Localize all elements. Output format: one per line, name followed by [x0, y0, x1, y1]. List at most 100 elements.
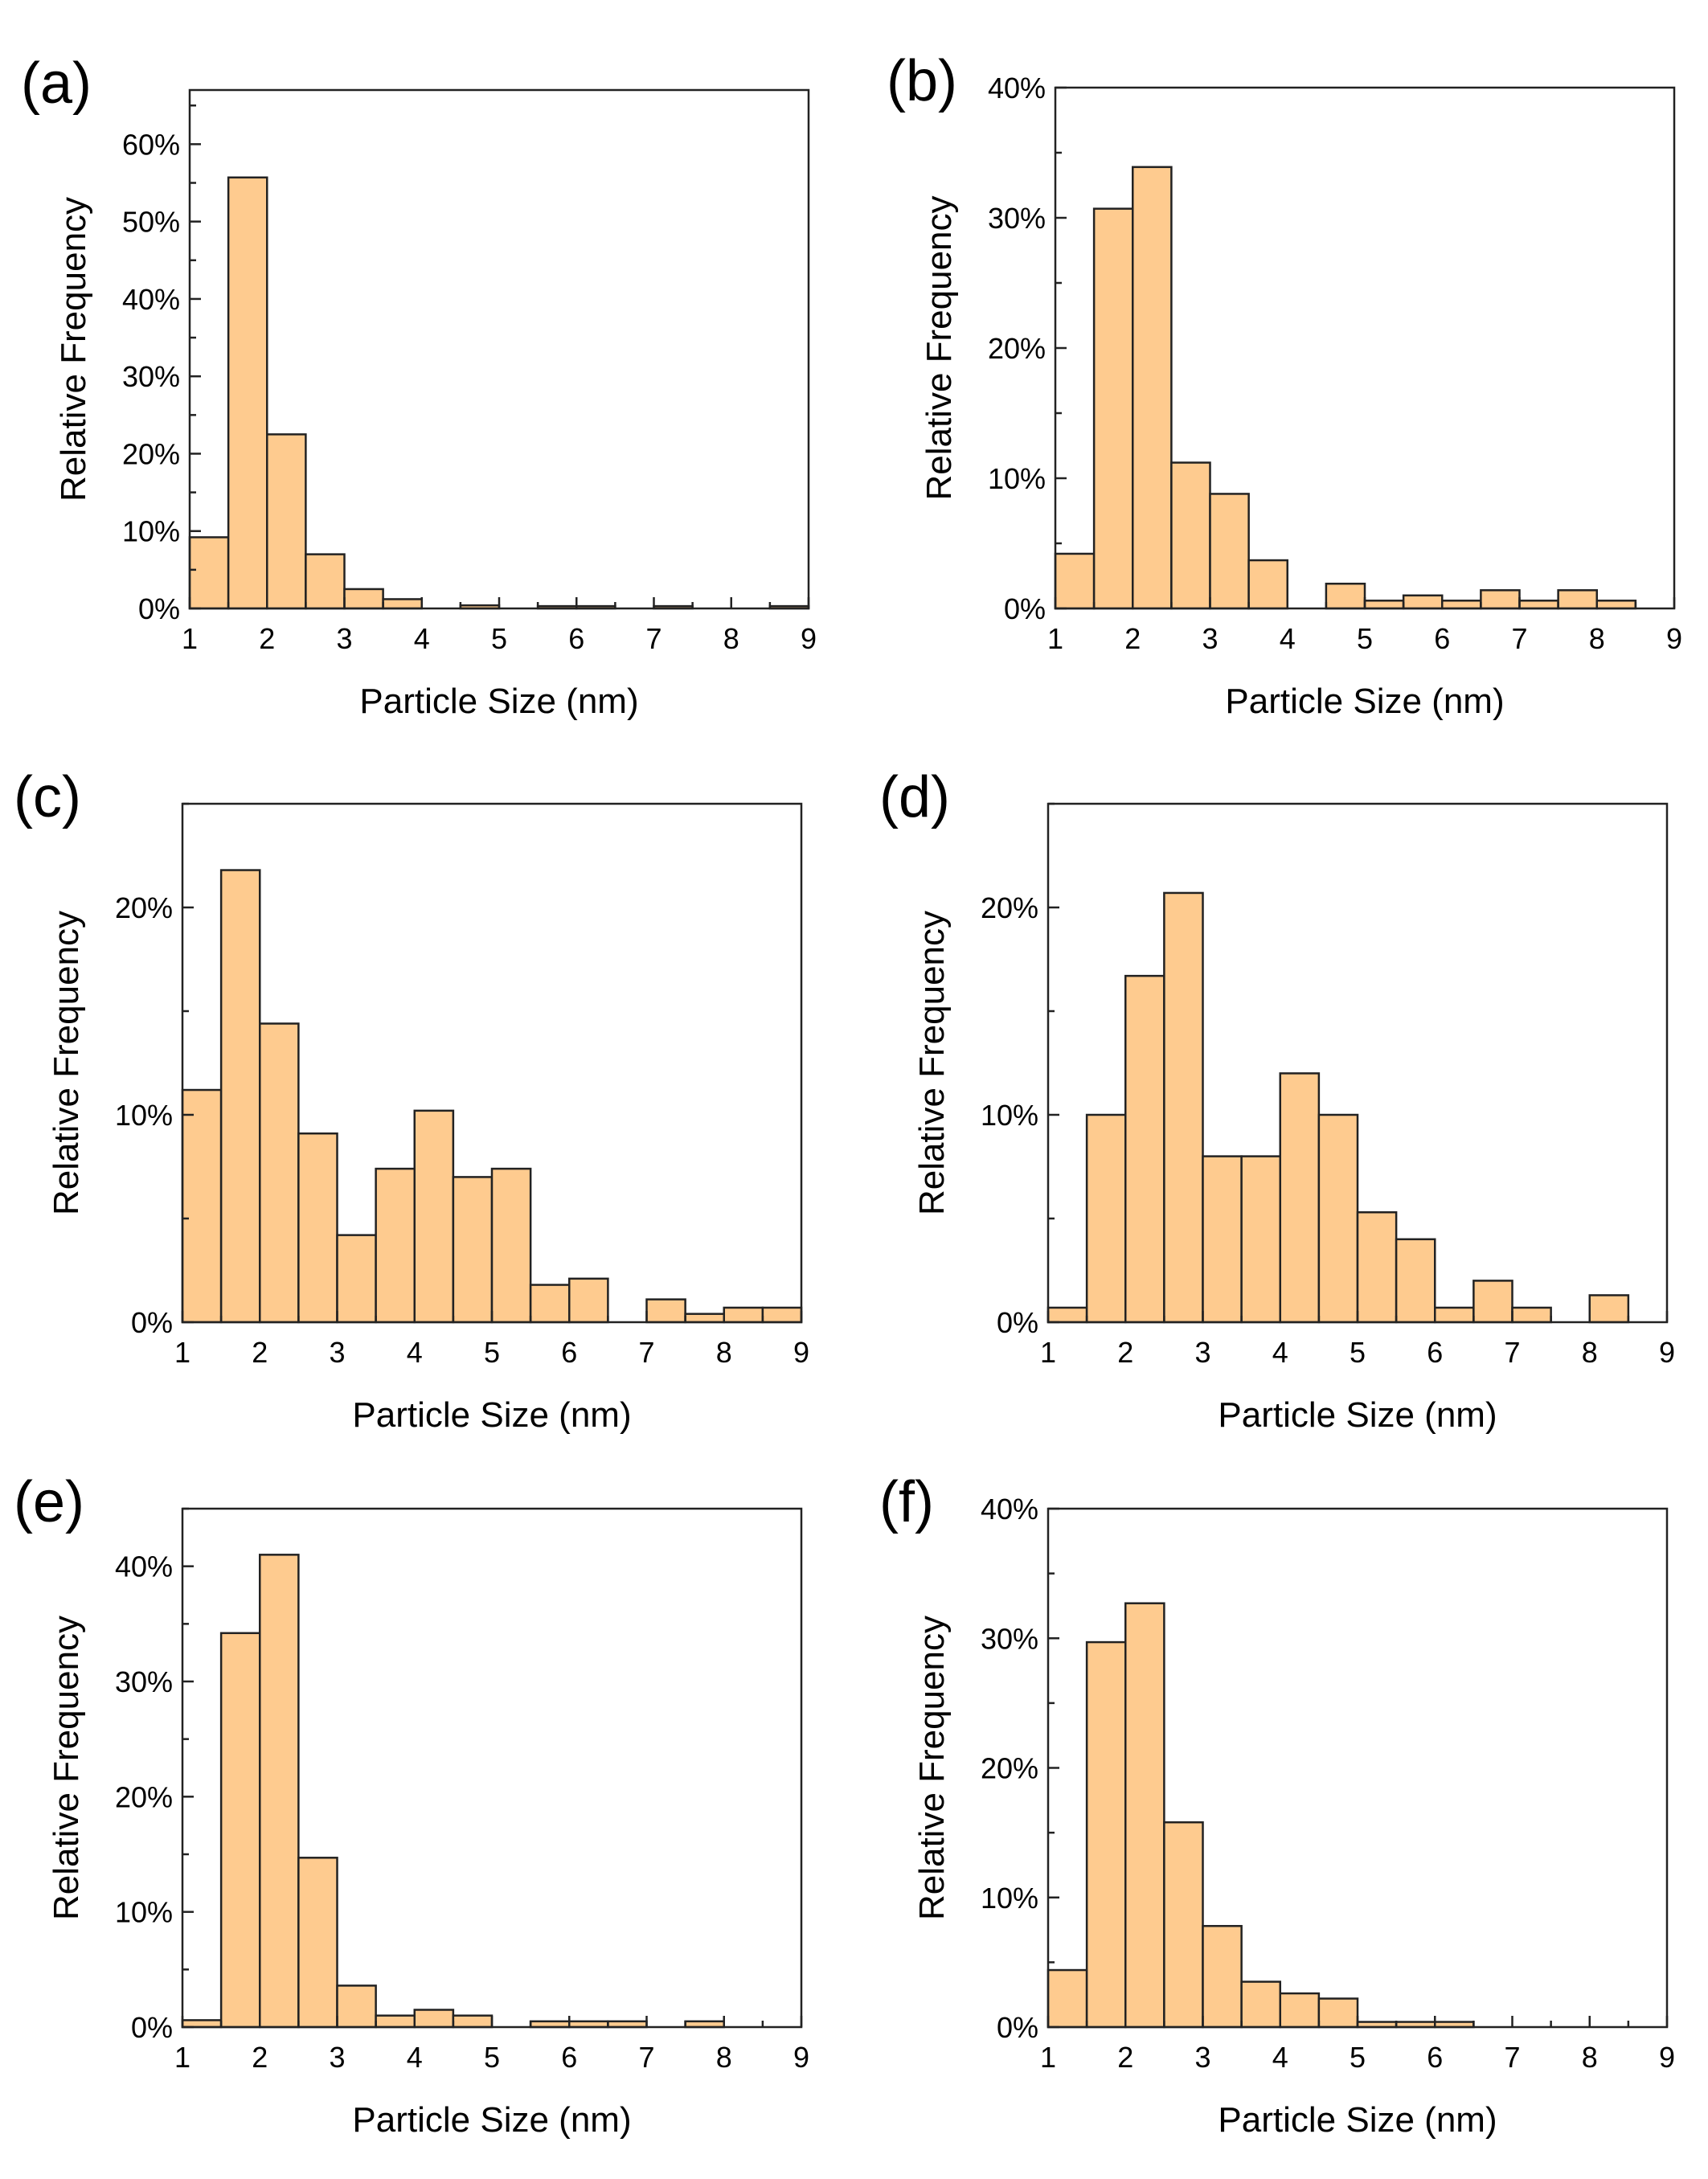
- histogram-bar: [1363, 600, 1405, 610]
- y-tick-label: 30%: [981, 1622, 1038, 1655]
- y-tick-label: 10%: [115, 1896, 173, 1929]
- histogram-panel: (c) 1 2 3 4 5 6 7 8 9 0% 10% 20% Particle Size (nm) Re…: [14, 765, 809, 1435]
- histogram-bar: [1085, 1640, 1127, 2029]
- x-tick-label: 5: [1350, 2041, 1366, 2074]
- x-tick-label: 5: [484, 2041, 500, 2074]
- x-tick-label: 9: [801, 622, 817, 655]
- histogram-bar: [336, 1984, 377, 2029]
- y-tick-label: 20%: [122, 437, 180, 470]
- histogram-bar: [1163, 1821, 1204, 2029]
- y-tick-label: 0%: [997, 2011, 1038, 2044]
- y-tick-label: 20%: [981, 891, 1038, 924]
- y-axis-title: Relative Frequency: [920, 195, 959, 500]
- histogram-bar: [490, 1167, 532, 1324]
- histogram-bar: [1279, 1992, 1321, 2029]
- x-tick-label: 7: [1504, 2041, 1520, 2074]
- panel-label: (a): [21, 51, 92, 116]
- histogram-bar: [181, 2019, 223, 2029]
- histogram-bar: [413, 2009, 455, 2029]
- y-axis-title: Relative Frequency: [912, 911, 952, 1215]
- histogram-panel: (b) 1 2 3 4 5 6 7 8 9 0% 10% 20% 30% 40% Particle Size …: [887, 49, 1682, 721]
- histogram-bar: [568, 1277, 609, 1324]
- x-tick-label: 7: [645, 622, 661, 655]
- x-tick-label: 3: [1194, 1336, 1210, 1369]
- histogram-bar: [452, 2014, 494, 2029]
- histogram-bar: [1247, 559, 1288, 610]
- histogram-panel: (d) 1 2 3 4 5 6 7 8 9 0% 10% 20% Particle Size (nm) Re…: [879, 765, 1675, 1435]
- y-tick-label: 30%: [122, 360, 180, 393]
- x-tick-label: 8: [723, 622, 739, 655]
- x-axis-title: Particle Size (nm): [352, 1395, 631, 1435]
- y-tick-label: 20%: [115, 891, 173, 924]
- x-axis-title: Particle Size (nm): [1225, 682, 1504, 721]
- histogram-bar: [529, 1284, 571, 1324]
- x-tick-label: 5: [1350, 1336, 1366, 1369]
- panel-label: (f): [879, 1470, 934, 1534]
- x-tick-label: 8: [1589, 622, 1605, 655]
- y-tick-label: 40%: [988, 72, 1046, 104]
- x-tick-label: 1: [1040, 2041, 1056, 2074]
- histogram-bar: [266, 433, 307, 610]
- histogram-bar: [1047, 1306, 1088, 1324]
- x-tick-label: 4: [1280, 622, 1296, 655]
- x-tick-label: 6: [568, 622, 584, 655]
- x-tick-label: 2: [1117, 1336, 1133, 1369]
- x-tick-label: 9: [1659, 2041, 1675, 2074]
- histogram-bar: [1202, 1924, 1243, 2029]
- histogram-bar: [684, 1313, 725, 1324]
- histogram-bar: [1480, 589, 1521, 610]
- histogram-bar: [1325, 582, 1366, 610]
- y-axis-title: Relative Frequency: [47, 911, 86, 1215]
- panel-label: (c): [14, 765, 81, 829]
- x-tick-label: 7: [638, 1336, 654, 1369]
- x-tick-label: 6: [1427, 2041, 1443, 2074]
- y-tick-label: 40%: [122, 283, 180, 316]
- histogram-bar: [343, 588, 384, 610]
- y-tick-label: 10%: [988, 462, 1046, 495]
- histogram-bar: [452, 1176, 494, 1324]
- histogram-bar: [1402, 594, 1444, 610]
- histogram-bar: [1054, 552, 1096, 610]
- y-tick-label: 30%: [988, 202, 1046, 235]
- x-tick-label: 7: [1504, 1336, 1520, 1369]
- histogram-bar: [1472, 1280, 1513, 1324]
- x-tick-label: 1: [174, 2041, 190, 2074]
- histogram-bar: [1170, 461, 1211, 610]
- x-tick-label: 4: [407, 1336, 423, 1369]
- y-tick-label: 40%: [981, 1493, 1038, 1526]
- y-tick-label: 20%: [981, 1752, 1038, 1785]
- y-axis-title: Relative Frequency: [54, 197, 93, 502]
- histogram-bar: [227, 176, 268, 610]
- x-tick-label: 4: [407, 2041, 423, 2074]
- histogram-bar: [1595, 600, 1637, 610]
- histogram-bar: [259, 1554, 300, 2029]
- histogram-bar: [413, 1109, 455, 1324]
- y-tick-label: 30%: [115, 1665, 173, 1698]
- panel-label: (d): [879, 765, 950, 829]
- y-tick-label: 10%: [981, 1099, 1038, 1132]
- histogram-bar: [1124, 1602, 1165, 2029]
- histogram-bar: [1434, 1306, 1475, 1324]
- y-tick-label: 20%: [988, 332, 1046, 365]
- x-tick-label: 9: [793, 1336, 809, 1369]
- x-tick-label: 2: [252, 2041, 268, 2074]
- y-tick-label: 40%: [115, 1550, 173, 1583]
- x-tick-label: 7: [1511, 622, 1527, 655]
- histogram-bar: [1441, 600, 1482, 610]
- y-tick-label: 20%: [115, 1780, 173, 1813]
- x-tick-label: 8: [1582, 1336, 1598, 1369]
- x-tick-label: 4: [1272, 1336, 1288, 1369]
- histogram-bar: [1240, 1155, 1281, 1324]
- x-axis-title: Particle Size (nm): [1218, 2100, 1497, 2140]
- histogram-bar: [1047, 1968, 1088, 2029]
- x-tick-label: 4: [414, 622, 430, 655]
- histogram-bar: [219, 869, 261, 1324]
- x-axis-title: Particle Size (nm): [1218, 1395, 1497, 1435]
- panel-label: (e): [14, 1470, 84, 1534]
- x-tick-label: 3: [329, 2041, 345, 2074]
- x-tick-label: 9: [1659, 1336, 1675, 1369]
- x-tick-label: 9: [793, 2041, 809, 2074]
- x-tick-label: 7: [638, 2041, 654, 2074]
- histogram-bar: [1511, 1306, 1552, 1324]
- x-tick-label: 6: [1427, 1336, 1443, 1369]
